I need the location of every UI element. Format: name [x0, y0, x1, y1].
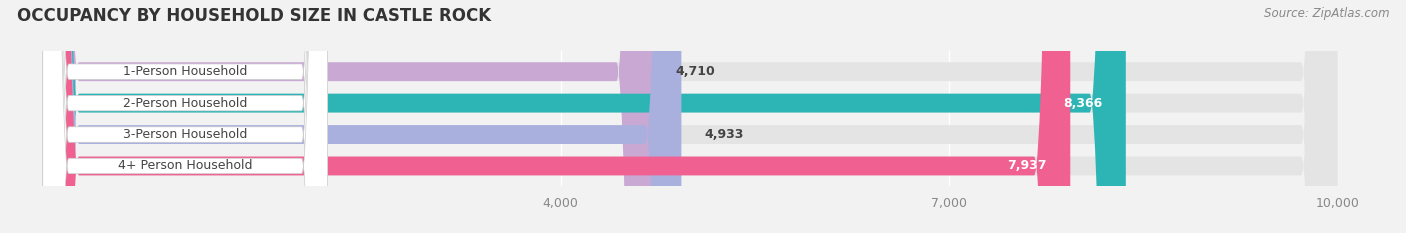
Text: Source: ZipAtlas.com: Source: ZipAtlas.com — [1264, 7, 1389, 20]
Text: 1-Person Household: 1-Person Household — [122, 65, 247, 78]
Text: 4,933: 4,933 — [704, 128, 744, 141]
FancyBboxPatch shape — [42, 0, 1126, 233]
FancyBboxPatch shape — [42, 0, 682, 233]
Text: 2-Person Household: 2-Person Household — [122, 97, 247, 110]
Text: OCCUPANCY BY HOUSEHOLD SIZE IN CASTLE ROCK: OCCUPANCY BY HOUSEHOLD SIZE IN CASTLE RO… — [17, 7, 491, 25]
FancyBboxPatch shape — [42, 0, 328, 233]
Text: 8,366: 8,366 — [1063, 97, 1102, 110]
FancyBboxPatch shape — [42, 0, 1337, 233]
FancyBboxPatch shape — [42, 0, 652, 233]
FancyBboxPatch shape — [42, 0, 328, 233]
FancyBboxPatch shape — [42, 0, 1337, 233]
FancyBboxPatch shape — [42, 0, 328, 233]
FancyBboxPatch shape — [42, 0, 1337, 233]
Text: 4+ Person Household: 4+ Person Household — [118, 159, 253, 172]
Text: 7,937: 7,937 — [1008, 159, 1047, 172]
FancyBboxPatch shape — [42, 0, 1070, 233]
FancyBboxPatch shape — [42, 0, 1337, 233]
FancyBboxPatch shape — [42, 0, 328, 233]
Text: 3-Person Household: 3-Person Household — [122, 128, 247, 141]
Text: 4,710: 4,710 — [676, 65, 716, 78]
